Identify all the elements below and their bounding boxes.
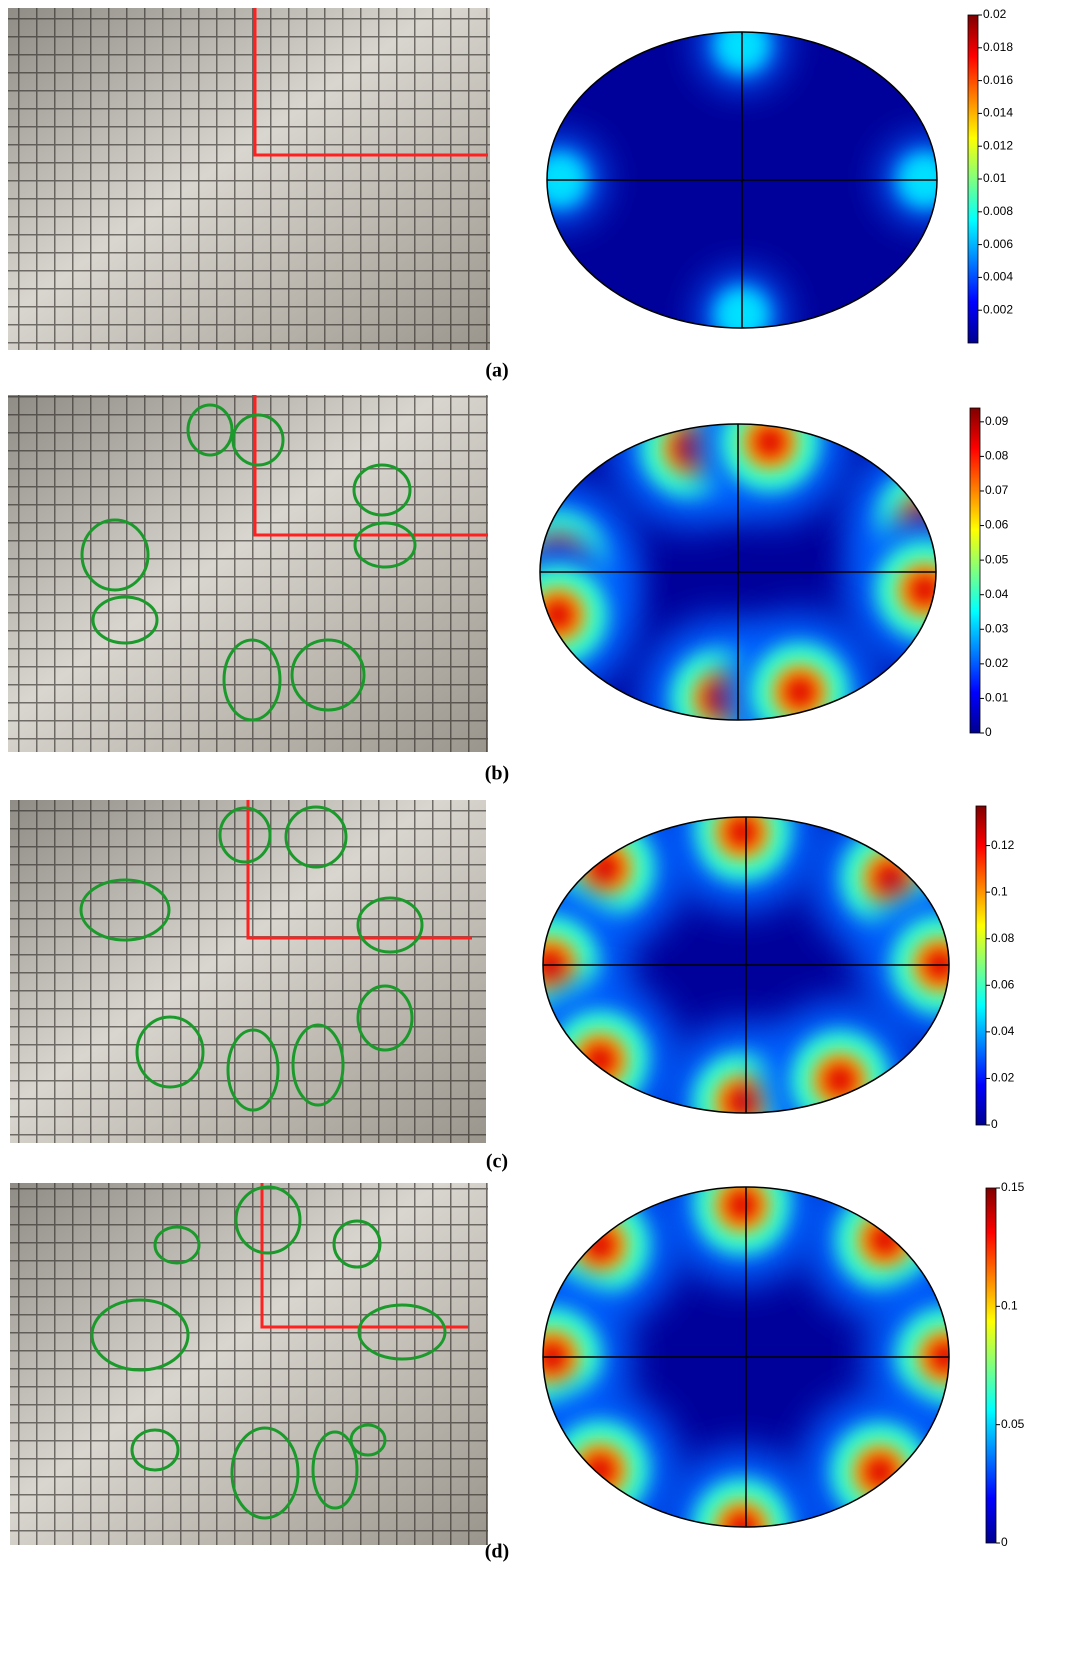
colorbar-tick-label: 0.014 xyxy=(983,106,1013,120)
colorbar-tick-label: 0.06 xyxy=(991,977,1015,991)
colorbar-tick-label: 0.002 xyxy=(983,302,1013,316)
colorbar-tick-label: 0.02 xyxy=(983,7,1007,21)
colorbar-tick-label: 0.008 xyxy=(983,204,1013,218)
heatmap-peak xyxy=(584,1044,616,1076)
heatmap-peak xyxy=(874,862,906,894)
heatmap-peak xyxy=(784,676,816,708)
colorbar-tick-label: 0.1 xyxy=(1001,1299,1018,1313)
colorbar-tick-label: 0.04 xyxy=(991,1024,1015,1038)
heatmap-peak xyxy=(754,426,786,458)
heatmap-peak xyxy=(869,1224,901,1256)
colorbar-tick-label: 0 xyxy=(985,725,992,739)
colorbar-tick-label: 0.04 xyxy=(985,587,1009,601)
heatmap xyxy=(472,1125,1025,1608)
colorbar-tick-label: 0.01 xyxy=(985,691,1009,705)
colorbar-tick-label: 0 xyxy=(991,1117,998,1131)
colorbar xyxy=(976,806,986,1125)
colorbar-tick-label: 0.02 xyxy=(991,1071,1015,1085)
colorbar-tick-label: 0.08 xyxy=(991,931,1015,945)
colorbar-tick-label: 0.012 xyxy=(983,138,1013,152)
heatmap-peak xyxy=(542,599,574,631)
colorbar-tick-label: 0.07 xyxy=(985,483,1009,497)
heatmap-peak xyxy=(726,816,758,848)
panel-label: (d) xyxy=(485,1541,509,1563)
colorbar xyxy=(970,408,980,733)
colorbar-tick-label: 0.1 xyxy=(991,884,1008,898)
colorbar-tick-label: 0.12 xyxy=(991,838,1015,852)
colorbar-tick-label: 0.03 xyxy=(985,621,1009,635)
panel: 0.002 0.004 0.006 0.008 0.01 0.012 0.014 0.016 0… xyxy=(8,1,1013,382)
colorbar-tick-label: 0.09 xyxy=(985,414,1009,428)
photo-grid xyxy=(8,395,488,752)
colorbar-tick-label: 0.004 xyxy=(983,270,1013,284)
heatmap-peak xyxy=(584,1454,616,1486)
colorbar xyxy=(968,15,978,343)
heatmap-peak xyxy=(584,1229,616,1261)
heatmap-core xyxy=(714,1500,770,1556)
colorbar-tick-label: 0.01 xyxy=(983,171,1007,185)
colorbar-tick-label: 0.018 xyxy=(983,40,1013,54)
panel-label: (c) xyxy=(486,1151,508,1173)
heatmap-glow xyxy=(692,1478,792,1578)
photo-grid xyxy=(10,1183,488,1545)
colorbar-tick-label: 0.016 xyxy=(983,73,1013,87)
colorbar-tick-label: 0.06 xyxy=(985,518,1009,532)
heatmap-peak xyxy=(864,1456,896,1488)
figure: 0.002 0.004 0.006 0.008 0.01 0.012 0.014 0.016 0… xyxy=(0,0,1081,1657)
photo-grid xyxy=(8,8,490,350)
panel-label: (b) xyxy=(485,763,509,785)
panel-label: (a) xyxy=(485,360,508,382)
heatmap-peak xyxy=(726,1512,758,1544)
heatmap-peak xyxy=(726,1189,758,1221)
panel: 0 0.02 0.04 0.06 0.08 0.1 0.12 (c) xyxy=(10,752,1020,1182)
panel: 0 0.05 0.1 0.15 (d) xyxy=(10,1125,1025,1608)
colorbar-tick-label: 0.05 xyxy=(1001,1417,1025,1431)
colorbar-tick-label: 0.02 xyxy=(985,656,1009,670)
colorbar-tick-label: 0.15 xyxy=(1001,1180,1025,1194)
heatmap-halo xyxy=(662,1448,822,1608)
panel: 0 0.01 0.02 0.03 0.04 0.05 0.06 0.07 0.08 0.09 (b) xyxy=(8,362,1009,785)
colorbar-tick-label: 0.006 xyxy=(983,237,1013,251)
colorbar-tick-label: 0.08 xyxy=(985,449,1009,463)
colorbar-tick-label: 0 xyxy=(1001,1535,1008,1549)
colorbar-tick-label: 0.05 xyxy=(985,552,1009,566)
colorbar xyxy=(986,1188,996,1543)
